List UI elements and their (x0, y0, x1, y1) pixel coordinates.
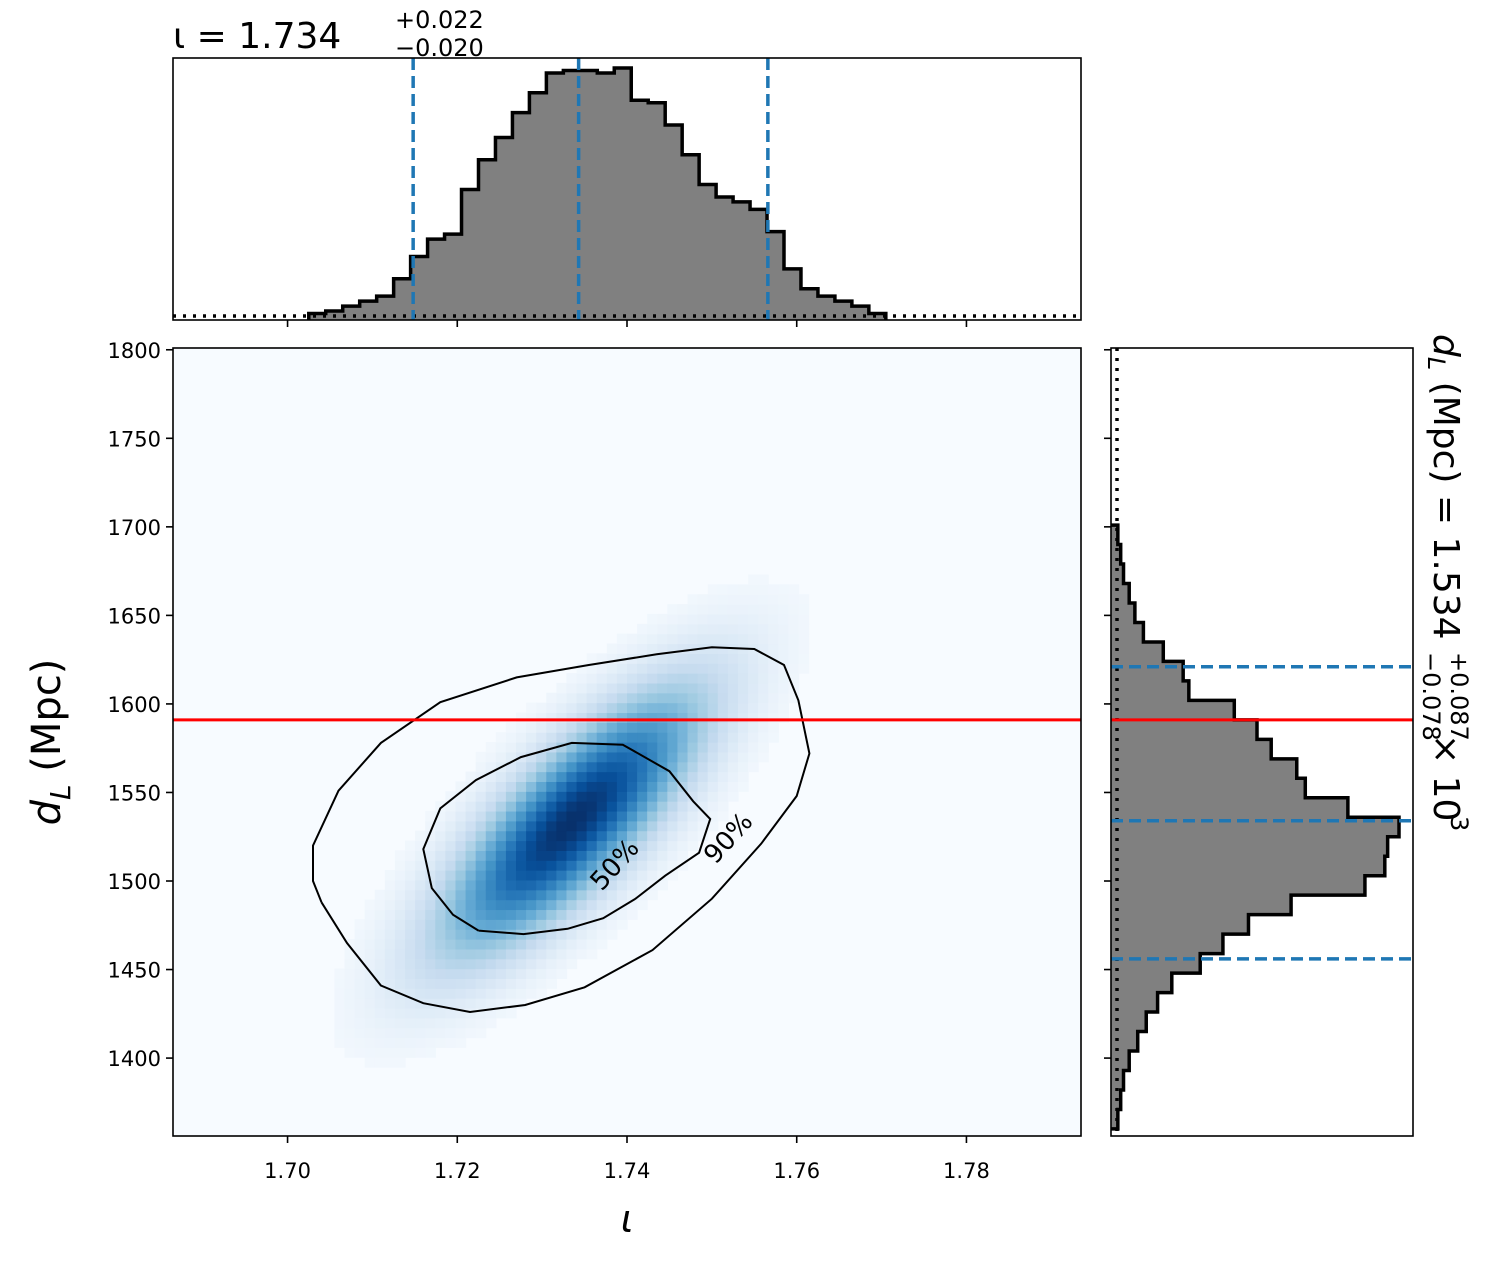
y-marginal-title: dL (Mpc) = 1.534 +0.087 −0.078 × 10 3 (1417, 334, 1473, 831)
x-axis-label: ι (621, 1197, 634, 1241)
y-marginal-title-exponent: 3 (1445, 816, 1473, 831)
y-tick-label: 1600 (108, 693, 161, 717)
y-tick-label: 1500 (108, 870, 161, 894)
x-tick-label: 1.76 (773, 1159, 820, 1183)
x-tick-label: 1.78 (943, 1159, 990, 1183)
y-tick-label: 1450 (108, 959, 161, 983)
y-tick-label: 1550 (108, 781, 161, 805)
x-histogram (307, 66, 888, 320)
contour-90pct (312, 646, 811, 1014)
x-marginal-title-lower: −0.020 (395, 34, 484, 62)
x-marginal-title-upper: +0.022 (395, 6, 484, 34)
x-marginal-title: ι = 1.734 (173, 16, 341, 57)
y-tick-label: 1750 (108, 427, 161, 451)
x-marginal-panel: ι = 1.734 +0.022 −0.020 (172, 6, 1082, 327)
y-axis-label: dL (Mpc) (24, 659, 77, 826)
x-tick-label: 1.74 (604, 1159, 651, 1183)
y-marginal-title-upper: +0.087 (1445, 652, 1473, 741)
y-tick-label: 1800 (108, 339, 161, 363)
contour-50pct (422, 741, 712, 936)
x-tick-label: 1.70 (264, 1159, 311, 1183)
y-tick-label: 1650 (108, 604, 161, 628)
y-marginal-title-lower: −0.078 (1417, 652, 1445, 741)
svg-text:dL (Mpc) = 1.534: dL (Mpc) = 1.534 (1422, 334, 1466, 640)
y-histogram (1111, 523, 1401, 1131)
x-tick-label: 1.72 (434, 1159, 481, 1183)
y-tick-label: 1700 (108, 516, 161, 540)
y-marginal-panel: dL (Mpc) = 1.534 +0.087 −0.078 × 10 3 (1104, 334, 1473, 1137)
y-marginal-frame (1110, 347, 1414, 1137)
joint-density-panel: 50% 90% 1.70 1.72 1.74 1.76 1.78 140014501500… (24, 339, 1082, 1241)
y-marginal-title-suffix: × 10 (1425, 734, 1466, 821)
y-tick-label: 1400 (108, 1047, 161, 1071)
density-cells (334, 574, 810, 1068)
